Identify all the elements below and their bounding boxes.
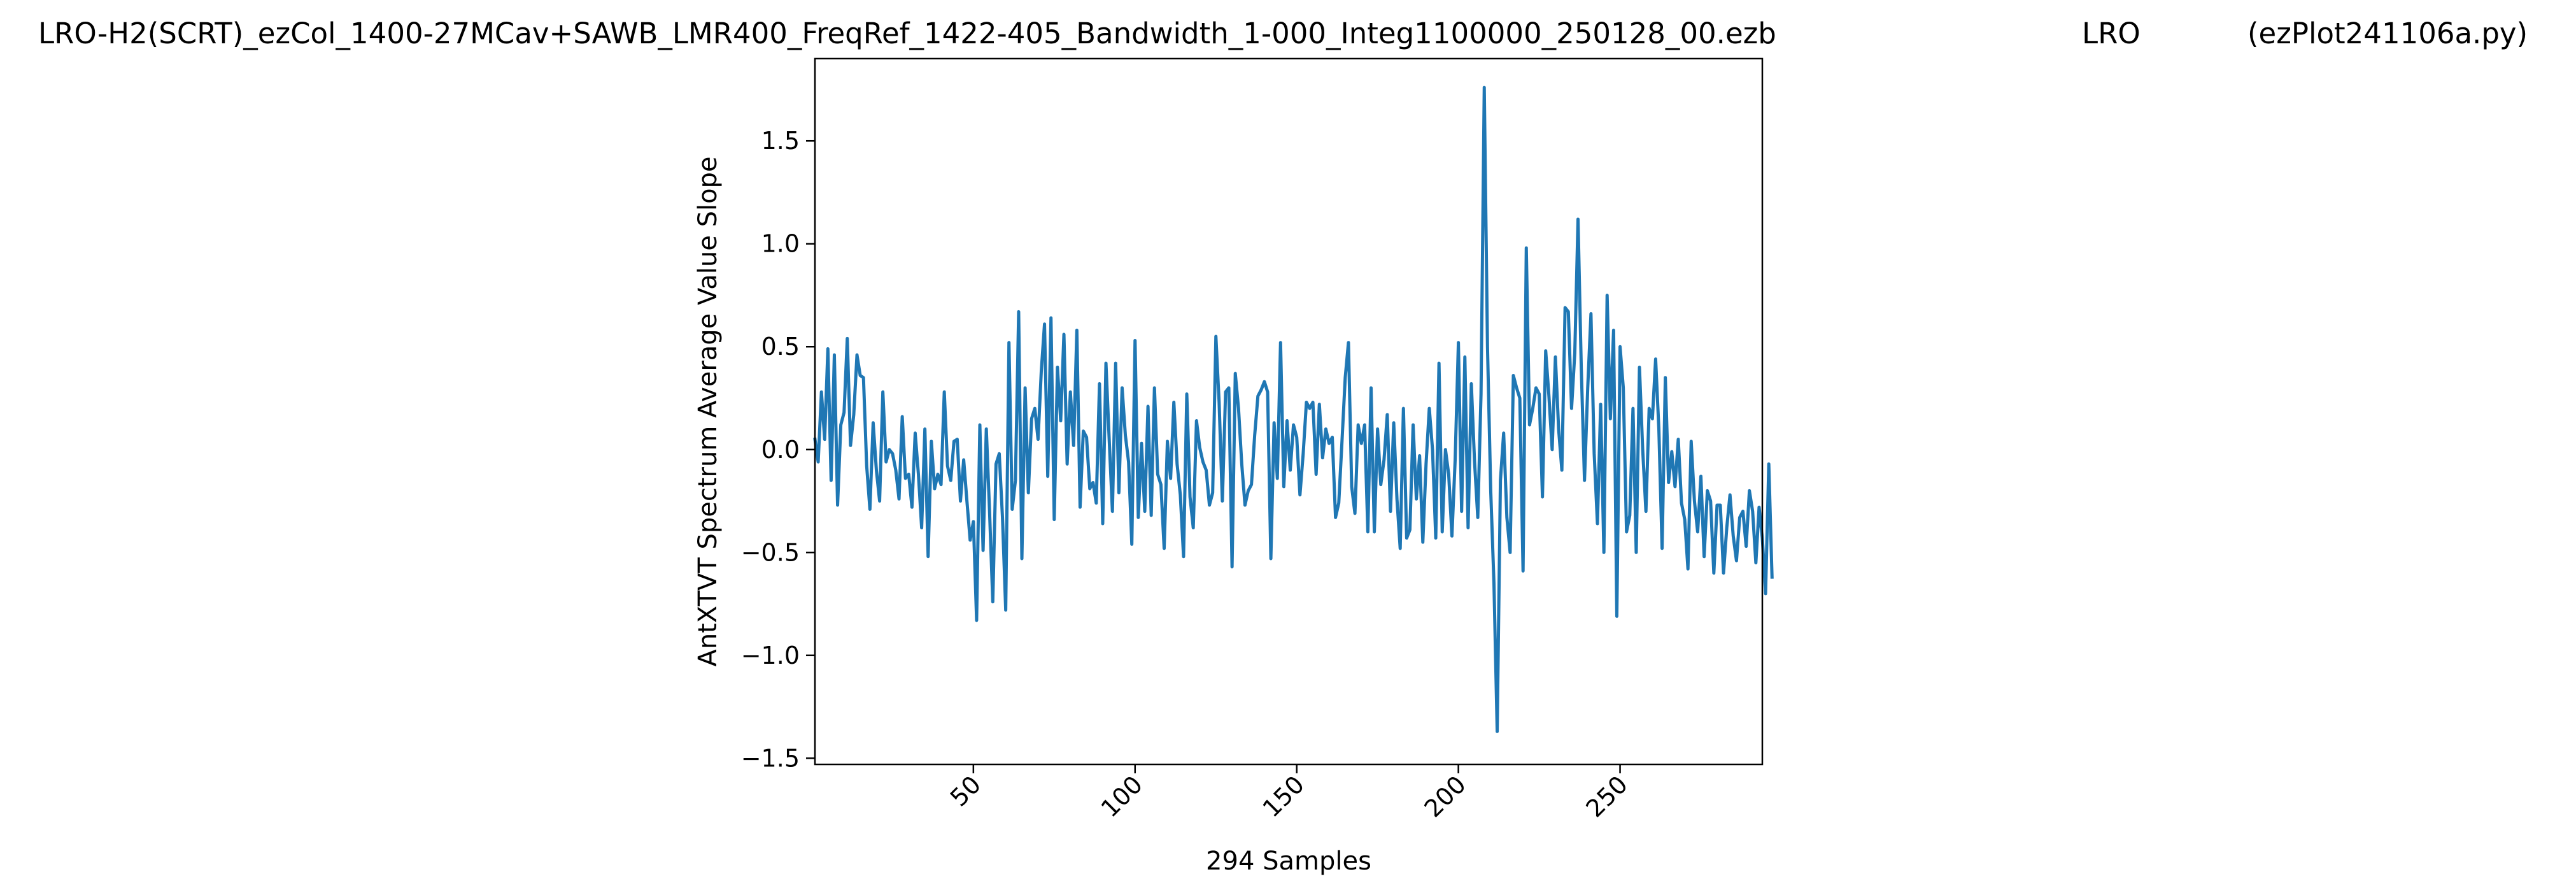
script-title: (ezPlot241106a.py) [2247, 17, 2528, 50]
data-series [813, 85, 1774, 733]
y-tick-label: −1.5 [741, 744, 800, 772]
x-axis-label: 294 Samples [1206, 847, 1371, 876]
y-axis-label: AntXTVT Spectrum Average Value Slope [693, 156, 723, 666]
y-tick-label: −0.5 [741, 538, 800, 566]
y-tick-label: −1.0 [741, 641, 800, 669]
y-tick-label: 1.5 [761, 127, 800, 155]
site-title: LRO [2082, 17, 2141, 50]
series-line [813, 85, 1774, 733]
y-axis: −1.5 −1.0 −0.5 0.0 0.5 1.0 1.5 [741, 127, 815, 772]
y-tick-label: 0.5 [761, 333, 800, 361]
file-title: LRO-H2(SCRT)_ezCol_1400-27MCav+SAWB_LMR4… [38, 17, 1776, 50]
plot-frame [814, 57, 1764, 766]
y-tick-label: 0.0 [761, 436, 800, 464]
y-tick-label: 1.0 [761, 230, 800, 258]
